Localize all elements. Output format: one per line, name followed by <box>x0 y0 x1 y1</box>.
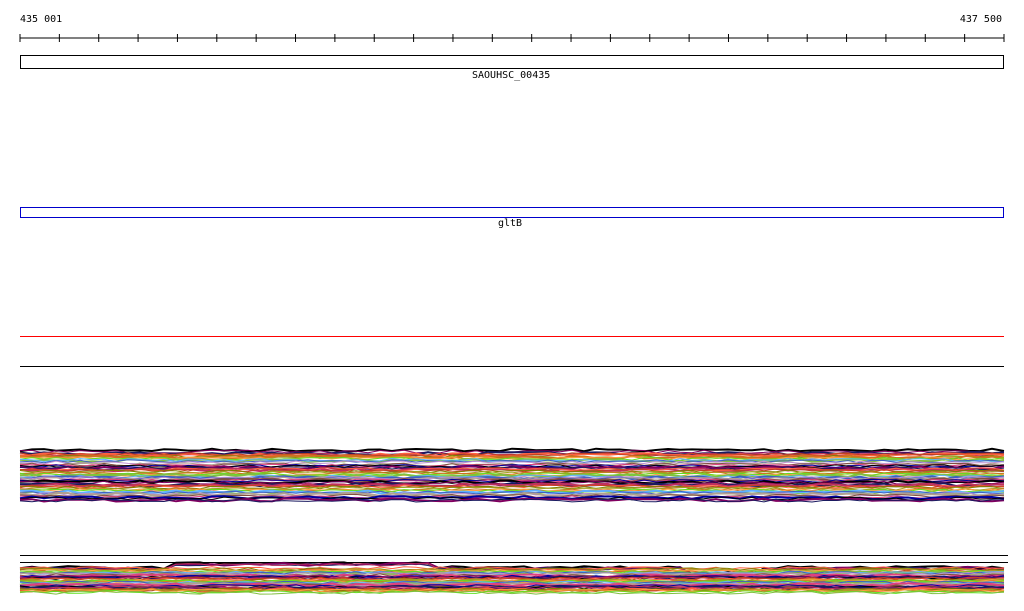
expression-line <box>19 576 1005 581</box>
feature-gltB[interactable] <box>20 207 1004 218</box>
expression-line <box>19 452 1005 457</box>
expression-line <box>19 585 1005 590</box>
expression-line <box>19 459 1005 464</box>
expression-line <box>19 581 1005 587</box>
expression-line <box>19 498 1005 503</box>
expression-line <box>19 479 1005 485</box>
coordinate-ruler <box>19 34 1005 42</box>
feature-label-gltB: gltB <box>498 218 523 229</box>
expression-line <box>19 576 1005 581</box>
expression-line <box>19 473 1005 479</box>
expression-track-2 <box>19 555 1008 595</box>
ruler-end-label: 437 500 <box>959 14 1002 25</box>
expression-track-1 <box>19 447 1005 503</box>
expression-line <box>19 447 1005 453</box>
expression-line <box>19 482 1005 488</box>
expression-line <box>19 567 1005 572</box>
expression-line <box>19 590 1005 595</box>
expression-line <box>19 490 1005 495</box>
expression-line <box>19 496 1005 501</box>
expression-line <box>19 460 1005 465</box>
feature-SAOUHSC_00435[interactable] <box>20 55 1004 69</box>
expression-line <box>19 589 1005 595</box>
ruler-start-label: 435 001 <box>20 14 63 25</box>
expression-line <box>19 476 1005 481</box>
feature-label-SAOUHSC_00435: SAOUHSC_00435 <box>472 70 551 81</box>
expression-line <box>19 463 1005 469</box>
expression-line <box>19 588 1005 593</box>
expression-line <box>19 456 1005 461</box>
